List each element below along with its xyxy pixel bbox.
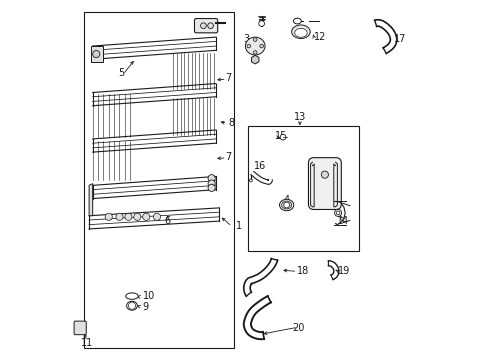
Circle shape [321,171,328,178]
Circle shape [253,51,257,54]
Circle shape [200,23,206,28]
Ellipse shape [281,201,291,209]
Ellipse shape [279,199,293,211]
Text: 7: 7 [225,152,231,162]
Text: 10: 10 [142,291,155,301]
FancyBboxPatch shape [74,321,86,335]
Bar [247,126,358,251]
Ellipse shape [291,25,309,39]
Circle shape [207,184,215,192]
Text: 14: 14 [336,216,348,226]
Circle shape [134,213,141,220]
Text: 15: 15 [274,131,286,141]
Text: 6: 6 [164,216,170,226]
Text: 4: 4 [283,195,289,204]
FancyBboxPatch shape [308,158,341,210]
Text: 11: 11 [81,338,93,347]
Ellipse shape [293,18,301,24]
Circle shape [334,209,341,216]
Text: 13: 13 [293,112,305,122]
FancyBboxPatch shape [194,18,217,33]
Ellipse shape [294,28,306,37]
Text: 5: 5 [118,68,124,78]
Circle shape [142,213,149,220]
Polygon shape [89,184,93,216]
Text: 1: 1 [235,221,241,231]
Circle shape [283,202,289,208]
Bar [83,12,233,348]
Circle shape [259,44,263,48]
Circle shape [246,44,250,48]
Text: 17: 17 [393,34,405,44]
Circle shape [207,180,215,187]
Circle shape [116,213,123,220]
Circle shape [128,302,135,309]
Ellipse shape [125,293,138,299]
Text: 3: 3 [243,34,249,44]
Circle shape [93,50,100,58]
Text: 18: 18 [297,266,309,276]
Text: 20: 20 [291,323,304,333]
Text: 7: 7 [225,73,231,83]
Ellipse shape [126,301,137,310]
Circle shape [124,213,132,220]
Text: 12: 12 [313,32,326,42]
Circle shape [258,21,264,26]
Circle shape [105,213,112,220]
Text: 19: 19 [338,266,350,276]
Text: 9: 9 [142,302,148,312]
Text: 2: 2 [258,17,264,27]
Polygon shape [91,46,103,62]
Circle shape [207,175,215,182]
Text: 8: 8 [228,118,234,128]
Circle shape [153,213,160,220]
Circle shape [249,179,252,182]
Ellipse shape [245,37,264,55]
Circle shape [253,38,257,41]
Circle shape [280,134,285,140]
Text: 16: 16 [254,161,266,171]
Circle shape [207,23,213,28]
Circle shape [336,211,339,215]
